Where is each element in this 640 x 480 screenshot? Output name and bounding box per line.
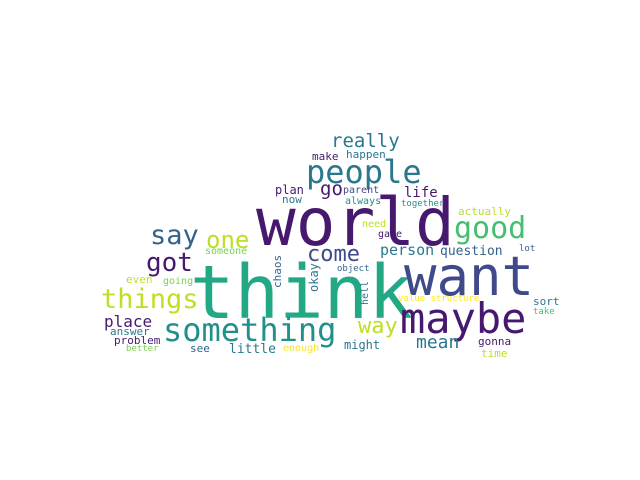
word-answer: answer	[110, 325, 150, 338]
word-chaos: chaos	[271, 254, 284, 288]
word-someone: someone	[205, 246, 248, 257]
word-good: good	[454, 211, 527, 246]
word-game: game	[378, 229, 403, 240]
word-even: even	[126, 273, 153, 286]
word-want: want	[404, 245, 535, 308]
word-sort: sort	[533, 295, 560, 308]
word-take: take	[533, 307, 555, 317]
word-parent: parent	[343, 185, 380, 196]
word-value-structure: value structure	[398, 295, 479, 304]
word-something: something	[163, 311, 337, 349]
word-got: got	[146, 248, 193, 278]
word-question: question	[440, 244, 503, 259]
word-now: now	[282, 193, 302, 206]
word-value: value	[398, 294, 426, 304]
word-see: see	[190, 342, 210, 355]
word-actually: actually	[458, 205, 511, 218]
word-think: think	[190, 250, 413, 336]
word-mean: mean	[416, 332, 460, 353]
word-structure: structure	[430, 294, 480, 304]
word-world: world	[256, 184, 455, 261]
word-say: say	[150, 220, 199, 251]
word-hell: hell	[360, 280, 371, 305]
word-okay: okay	[307, 263, 321, 292]
word-life: life	[404, 185, 438, 201]
word-way: way	[358, 314, 398, 339]
word-things: things	[101, 284, 199, 315]
word-together: together	[401, 199, 445, 209]
word-person: person	[380, 241, 435, 259]
word-really: really	[331, 130, 400, 152]
word-happen: happen	[346, 148, 386, 161]
word-object: object	[337, 264, 370, 274]
word-make: make	[312, 150, 339, 163]
word-might: might	[344, 338, 381, 352]
word-plan: plan	[275, 183, 304, 197]
word-need: need	[362, 219, 387, 230]
word-gonna: gonna	[478, 335, 512, 348]
word-come: come	[307, 242, 360, 267]
word-people: people	[306, 153, 422, 191]
word-lot: lot	[519, 244, 536, 254]
word-go: go	[320, 178, 343, 200]
word-one: one	[206, 226, 250, 254]
word-always: always	[345, 196, 382, 207]
word-time: time	[481, 347, 508, 360]
word-little: little	[229, 342, 276, 357]
word-problem: problem	[114, 334, 161, 347]
word-enough: enough	[283, 343, 320, 354]
word-maybe: maybe	[400, 294, 527, 343]
word-better: better	[126, 344, 159, 354]
word-place: place	[104, 312, 153, 331]
word-going: going	[163, 276, 194, 287]
